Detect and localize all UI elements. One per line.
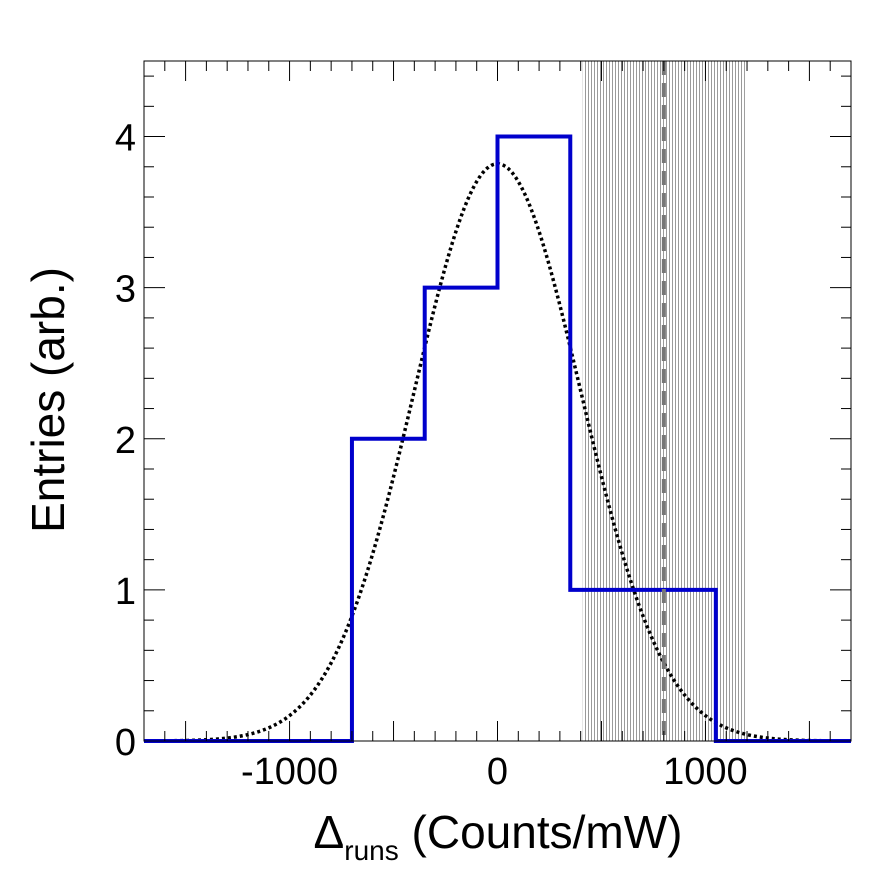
y-tick-label: 1 (115, 571, 136, 613)
histogram-bin (425, 288, 498, 741)
histogram-outline (144, 134, 851, 743)
x-axis-title: Δruns (Counts/mW) (314, 806, 683, 866)
y-tick-label: 2 (115, 420, 136, 462)
histogram-bin (498, 137, 571, 741)
y-tick-label: 0 (115, 722, 136, 764)
y-axis-title: Entries (arb.) (22, 267, 74, 533)
x-axis-unit: (Counts/mW) (399, 806, 683, 858)
histogram-bin (352, 439, 425, 741)
x-tick-label: 0 (487, 751, 508, 793)
x-axis-subscript: runs (344, 835, 398, 866)
x-axis-symbol: Δ (314, 806, 345, 858)
histogram-bin (570, 590, 716, 741)
x-tick-label: -1000 (241, 751, 338, 793)
y-tick-label: 3 (115, 269, 136, 311)
x-tick-label: 1000 (663, 751, 748, 793)
y-tick-label: 4 (115, 118, 136, 160)
